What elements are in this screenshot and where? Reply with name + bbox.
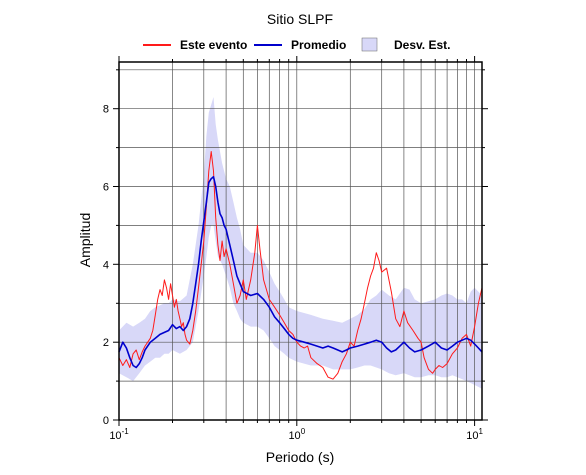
x-tick-label: 100 [288,427,305,442]
legend: Este evento Promedio Desv. Est. [143,37,450,52]
std-dev-band-layer [119,97,482,389]
chart-title: Sitio SLPF [267,11,333,27]
std-dev-band [119,97,482,389]
legend-label: Desv. Est. [394,38,450,52]
plot-frame [118,61,483,421]
x-tick-label: 101 [466,427,483,442]
y-axis-label: Amplitud [77,213,93,267]
legend-label: Promedio [291,38,346,52]
legend-swatch [361,37,378,52]
y-tick-label: 0 [103,415,109,427]
legend-item: Este evento [143,38,247,52]
y-tick-label: 2 [103,337,109,349]
legend-item: Desv. Est. [361,37,450,52]
y-tick-label: 8 [103,104,109,116]
y-tick-label: 4 [103,259,109,271]
x-axis-label: Periodo (s) [266,449,334,465]
series-line-este-evento [118,151,483,380]
plot-area: 0 2 4 6 8 10-1 100 101 [103,56,488,442]
series-layer [118,151,483,380]
legend-item: Promedio [254,38,346,52]
x-tick-label: 10-1 [109,427,129,442]
y-tick-label: 6 [103,182,109,194]
legend-label: Este evento [180,38,247,52]
axis-ticks: 0 2 4 6 8 10-1 100 101 [103,56,488,442]
series-line-promedio [118,176,483,369]
